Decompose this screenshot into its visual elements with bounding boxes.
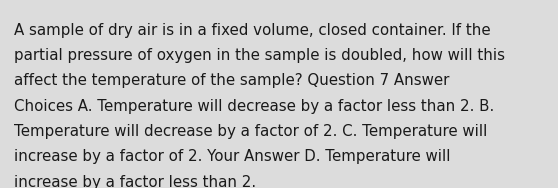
Text: affect the temperature of the sample? Question 7 Answer: affect the temperature of the sample? Qu… [14, 73, 449, 88]
Text: increase by a factor less than 2.: increase by a factor less than 2. [14, 175, 256, 188]
Text: Choices A. Temperature will decrease by a factor less than 2. B.: Choices A. Temperature will decrease by … [14, 99, 494, 114]
Text: Temperature will decrease by a factor of 2. C. Temperature will: Temperature will decrease by a factor of… [14, 124, 487, 139]
Text: A sample of dry air is in a fixed volume, closed container. If the: A sample of dry air is in a fixed volume… [14, 23, 490, 38]
Text: increase by a factor of 2. Your Answer D. Temperature will: increase by a factor of 2. Your Answer D… [14, 149, 450, 164]
Text: partial pressure of oxygen in the sample is doubled, how will this: partial pressure of oxygen in the sample… [14, 48, 505, 63]
